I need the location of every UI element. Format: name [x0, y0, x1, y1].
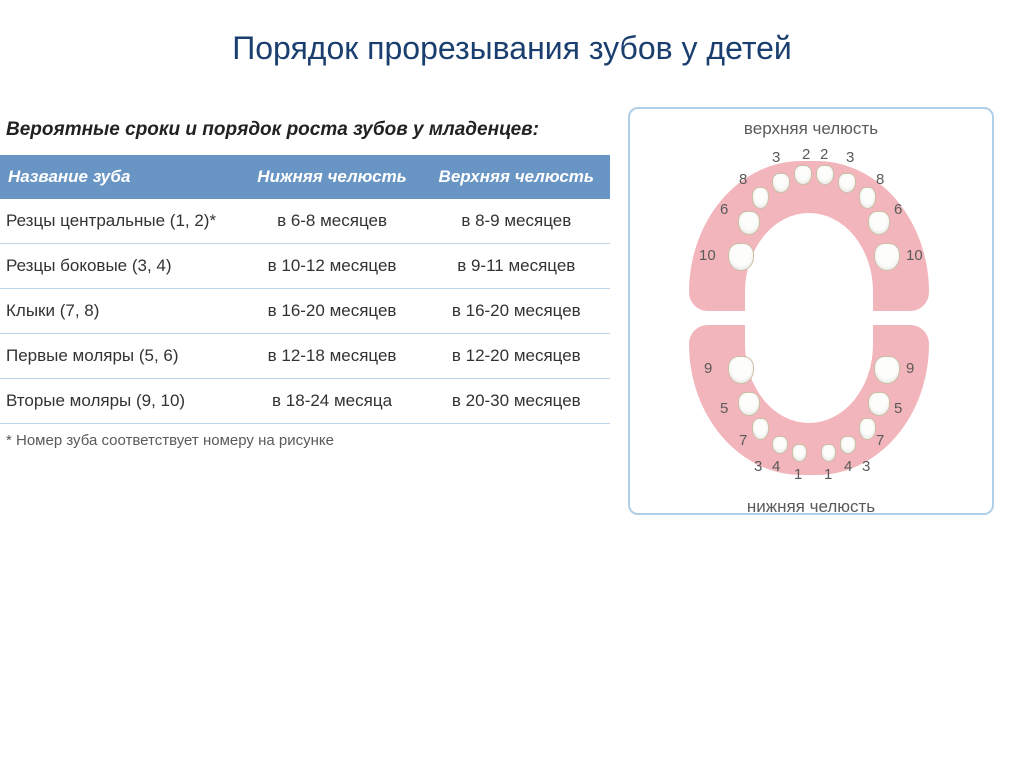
- table-row: Клыки (7, 8)в 16-20 месяцевв 16-20 месяц…: [0, 289, 610, 334]
- tooth: [752, 187, 769, 209]
- table-cell: в 10-12 месяцев: [242, 244, 423, 289]
- table-row: Вторые моляры (9, 10)в 18-24 месяцав 20-…: [0, 379, 610, 424]
- col-lower: Нижняя челюсть: [242, 155, 423, 199]
- tooth-number: 10: [906, 247, 923, 264]
- table-cell: в 20-30 месяцев: [423, 379, 610, 424]
- upper-gum: [689, 161, 929, 311]
- tooth-number: 1: [794, 466, 802, 483]
- tooth-number: 9: [704, 360, 712, 377]
- tooth-number: 3: [846, 149, 854, 166]
- tooth: [868, 392, 890, 416]
- teeth-table: Название зуба Нижняя челюсть Верхняя чел…: [0, 155, 610, 424]
- tooth-number: 6: [720, 201, 728, 218]
- tooth-number: 5: [894, 400, 902, 417]
- table-cell: Резцы боковые (3, 4): [0, 244, 242, 289]
- tooth: [738, 392, 760, 416]
- tooth-number: 6: [894, 201, 902, 218]
- tooth-number: 7: [876, 432, 884, 449]
- table-cell: в 12-18 месяцев: [242, 334, 423, 379]
- table-cell: Первые моляры (5, 6): [0, 334, 242, 379]
- tooth: [859, 187, 876, 209]
- tooth: [728, 356, 754, 384]
- table-cell: Резцы центральные (1, 2)*: [0, 199, 242, 244]
- col-upper: Верхняя челюсть: [423, 155, 610, 199]
- subtitle: Вероятные сроки и порядок роста зубов у …: [0, 107, 610, 155]
- tooth: [821, 444, 836, 462]
- tooth-number: 3: [772, 149, 780, 166]
- tooth: [840, 436, 856, 454]
- tooth-number: 8: [739, 171, 747, 188]
- table-row: Резцы центральные (1, 2)*в 6-8 месяцевв …: [0, 199, 610, 244]
- table-cell: Вторые моляры (9, 10): [0, 379, 242, 424]
- tooth-number: 3: [862, 458, 870, 475]
- tooth: [874, 356, 900, 384]
- table-row: Резцы боковые (3, 4)в 10-12 месяцевв 9-1…: [0, 244, 610, 289]
- tooth-number: 10: [699, 247, 716, 264]
- content-row: Вероятные сроки и порядок роста зубов у …: [0, 87, 1024, 515]
- tooth: [728, 243, 754, 271]
- tooth: [738, 211, 760, 235]
- tooth: [772, 436, 788, 454]
- tooth: [794, 165, 812, 185]
- tooth: [816, 165, 834, 185]
- tooth: [874, 243, 900, 271]
- tooth: [859, 418, 876, 440]
- tooth-number: 8: [876, 171, 884, 188]
- upper-arch: 223388661010: [644, 143, 974, 318]
- diagram-panel: верхняя челюсть 223388661010 99557744113…: [628, 107, 994, 515]
- tooth: [752, 418, 769, 440]
- table-cell: Клыки (7, 8): [0, 289, 242, 334]
- footnote: * Номер зуба соответствует номеру на рис…: [0, 424, 610, 457]
- tooth: [772, 173, 790, 193]
- upper-jaw-label: верхняя челюсть: [644, 119, 978, 139]
- tooth-number: 2: [802, 146, 810, 163]
- table-cell: в 18-24 месяца: [242, 379, 423, 424]
- page-title: Порядок прорезывания зубов у детей: [0, 0, 1024, 87]
- table-row: Первые моляры (5, 6)в 12-18 месяцевв 12-…: [0, 334, 610, 379]
- table-cell: в 8-9 месяцев: [423, 199, 610, 244]
- tooth: [868, 211, 890, 235]
- tooth-number: 4: [844, 458, 852, 475]
- table-cell: в 16-20 месяцев: [242, 289, 423, 334]
- table-cell: в 9-11 месяцев: [423, 244, 610, 289]
- lower-jaw-label: нижняя челюсть: [644, 497, 978, 517]
- tooth-number: 9: [906, 360, 914, 377]
- tooth-number: 5: [720, 400, 728, 417]
- table-cell: в 12-20 месяцев: [423, 334, 610, 379]
- lower-arch: 995577441133: [644, 318, 974, 493]
- tooth: [792, 444, 807, 462]
- tooth-number: 7: [739, 432, 747, 449]
- tooth-number: 3: [754, 458, 762, 475]
- table-header-row: Название зуба Нижняя челюсть Верхняя чел…: [0, 155, 610, 199]
- col-name: Название зуба: [0, 155, 242, 199]
- table-panel: Вероятные сроки и порядок роста зубов у …: [0, 107, 610, 515]
- table-cell: в 6-8 месяцев: [242, 199, 423, 244]
- tooth-number: 2: [820, 146, 828, 163]
- tooth-number: 1: [824, 466, 832, 483]
- tooth-number: 4: [772, 458, 780, 475]
- tooth: [838, 173, 856, 193]
- table-cell: в 16-20 месяцев: [423, 289, 610, 334]
